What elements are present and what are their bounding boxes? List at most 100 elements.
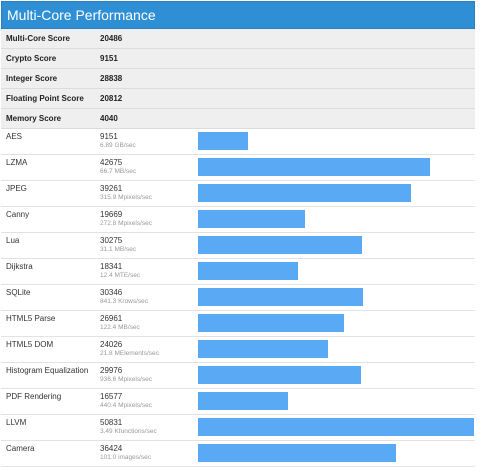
score-value: 4040	[100, 108, 196, 129]
benchmark-score-cell: 30275 31.1 MB/sec	[100, 232, 196, 259]
benchmark-name-cell: AES	[1, 128, 100, 155]
benchmark-score: 42675	[100, 158, 123, 167]
benchmark-score: 50831	[100, 418, 123, 427]
benchmark-name: HTML5 Parse	[6, 314, 56, 323]
score-spacer	[196, 68, 475, 89]
benchmark-name: JPEG	[6, 184, 27, 193]
benchmark-bar	[198, 262, 298, 280]
benchmark-bar-cell	[196, 154, 475, 181]
benchmark-detail: 12.4 MTE/sec	[100, 272, 141, 279]
benchmark-score: 19669	[100, 210, 123, 219]
benchmark-bar-cell	[196, 258, 475, 285]
benchmark-bar-cell	[196, 284, 475, 311]
benchmark-row: Dijkstra 18341 12.4 MTE/sec	[1, 258, 475, 285]
benchmark-bar-cell	[196, 414, 475, 441]
score-spacer	[196, 48, 475, 69]
benchmark-bar	[198, 158, 430, 176]
score-label: Memory Score	[1, 108, 100, 129]
benchmark-name: Camera	[6, 444, 35, 453]
score-row: Crypto Score 9151	[1, 48, 475, 69]
benchmark-name: AES	[6, 132, 23, 141]
score-row: Floating Point Score 20812	[1, 88, 475, 109]
benchmark-detail: 3.49 Kfunctions/sec	[100, 428, 157, 435]
benchmark-row: Lua 30275 31.1 MB/sec	[1, 232, 475, 259]
benchmark-row: LZMA 42675 66.7 MB/sec	[1, 154, 475, 181]
benchmark-score: 26961	[100, 314, 123, 323]
benchmark-score-cell: 18341 12.4 MTE/sec	[100, 258, 196, 285]
benchmark-score: 30275	[100, 236, 123, 245]
benchmark-score: 24026	[100, 340, 123, 349]
benchmark-section: AES 9151 6.89 GB/sec LZMA 42675 66.7 MB/sec JP…	[1, 128, 475, 467]
benchmark-name: LZMA	[6, 158, 28, 167]
benchmark-name: HTML5 DOM	[6, 340, 54, 349]
benchmark-row: SQLite 30346 841.3 Krows/sec	[1, 284, 475, 311]
benchmark-detail: 440.4 Mpixels/sec	[100, 402, 153, 409]
benchmark-bar-cell	[196, 336, 475, 363]
benchmark-detail: 841.3 Krows/sec	[100, 298, 149, 305]
benchmark-row: Canny 19669 272.8 Mpixels/sec	[1, 206, 475, 233]
benchmark-name-cell: PDF Rendering	[1, 388, 100, 415]
benchmark-name: Lua	[6, 236, 20, 245]
benchmark-name-cell: LZMA	[1, 154, 100, 181]
benchmark-bar-cell	[196, 232, 475, 259]
score-value: 28838	[100, 68, 196, 89]
benchmark-row: PDF Rendering 16577 440.4 Mpixels/sec	[1, 388, 475, 415]
score-row: Memory Score 4040	[1, 108, 475, 129]
benchmark-name-cell: Histogram Equalization	[1, 362, 100, 389]
score-label: Floating Point Score	[1, 88, 100, 109]
benchmark-detail: 122.4 MB/sec	[100, 324, 140, 331]
benchmark-detail: 101.0 images/sec	[100, 454, 151, 461]
score-row: Integer Score 28838	[1, 68, 475, 89]
benchmark-row: JPEG 39261 315.9 Mpixels/sec	[1, 180, 475, 207]
benchmark-score-cell: 29976 936.6 Mpixels/sec	[100, 362, 196, 389]
benchmark-name-cell: HTML5 Parse	[1, 310, 100, 337]
benchmark-bar	[198, 288, 363, 306]
benchmark-bar-cell	[196, 128, 475, 155]
benchmark-name-cell: Camera	[1, 440, 100, 467]
benchmark-bar-cell	[196, 310, 475, 337]
benchmark-name-cell: Lua	[1, 232, 100, 259]
benchmark-bar	[198, 366, 361, 384]
score-value: 20812	[100, 88, 196, 109]
score-value: 20486	[100, 29, 196, 49]
benchmark-score-cell: 26961 122.4 MB/sec	[100, 310, 196, 337]
score-spacer	[196, 108, 475, 129]
score-value: 9151	[100, 48, 196, 69]
benchmark-bar	[198, 210, 305, 228]
benchmark-name: SQLite	[6, 288, 31, 297]
benchmark-bar-cell	[196, 206, 475, 233]
benchmark-bar-cell	[196, 388, 475, 415]
benchmark-row: HTML5 Parse 26961 122.4 MB/sec	[1, 310, 475, 337]
benchmark-score-cell: 24026 21.8 MElements/sec	[100, 336, 196, 363]
benchmark-score-cell: 39261 315.9 Mpixels/sec	[100, 180, 196, 207]
score-spacer	[196, 88, 475, 109]
benchmark-detail: 272.8 Mpixels/sec	[100, 220, 153, 227]
benchmark-score: 30346	[100, 288, 123, 297]
benchmark-bar-cell	[196, 440, 475, 467]
benchmark-bar	[198, 444, 396, 462]
benchmark-score-cell: 42675 66.7 MB/sec	[100, 154, 196, 181]
benchmark-row: Histogram Equalization 29976 936.6 Mpixels…	[1, 362, 475, 389]
benchmark-detail: 315.9 Mpixels/sec	[100, 194, 153, 201]
score-label: Crypto Score	[1, 48, 100, 69]
panel-title: Multi-Core Performance	[1, 1, 475, 29]
benchmark-name: PDF Rendering	[6, 392, 62, 401]
benchmark-bar	[198, 132, 248, 150]
benchmark-name-cell: LLVM	[1, 414, 100, 441]
benchmark-bar	[198, 236, 362, 254]
benchmark-name-cell: Canny	[1, 206, 100, 233]
benchmark-detail: 936.6 Mpixels/sec	[100, 376, 153, 383]
benchmark-name-cell: HTML5 DOM	[1, 336, 100, 363]
results-table: Multi-Core Score 20486 Crypto Score 9151…	[1, 29, 475, 467]
benchmark-score-cell: 16577 440.4 Mpixels/sec	[100, 388, 196, 415]
benchmark-name-cell: JPEG	[1, 180, 100, 207]
score-spacer	[196, 29, 475, 49]
benchmark-name-cell: Dijkstra	[1, 258, 100, 285]
benchmark-detail: 6.89 GB/sec	[100, 142, 136, 149]
benchmark-score: 9151	[100, 132, 118, 141]
benchmark-row: Camera 36424 101.0 images/sec	[1, 440, 475, 467]
benchmark-bar	[198, 184, 411, 202]
benchmark-bar	[198, 418, 474, 436]
benchmark-row: AES 9151 6.89 GB/sec	[1, 128, 475, 155]
benchmark-name: Histogram Equalization	[6, 366, 89, 375]
